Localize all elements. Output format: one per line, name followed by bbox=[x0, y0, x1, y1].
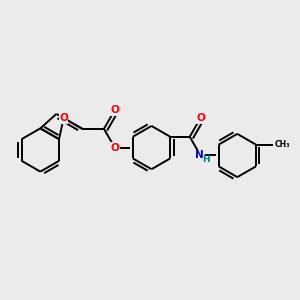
Text: O: O bbox=[110, 142, 119, 153]
Text: O: O bbox=[59, 113, 68, 123]
Text: CH₃: CH₃ bbox=[274, 140, 290, 149]
Text: O: O bbox=[196, 113, 205, 123]
Text: N: N bbox=[195, 151, 204, 160]
Text: H: H bbox=[202, 155, 210, 164]
Text: O: O bbox=[110, 105, 119, 115]
